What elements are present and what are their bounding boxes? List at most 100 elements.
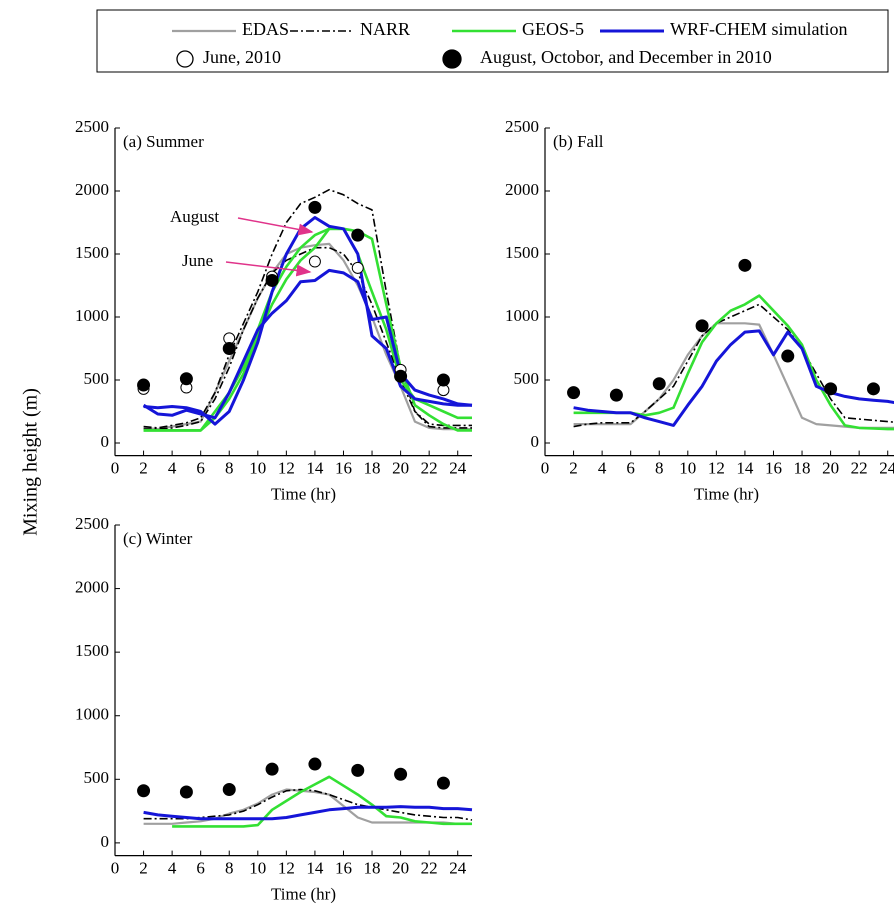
x-tick-label: 18 xyxy=(794,459,811,478)
x-tick-label: 12 xyxy=(708,459,725,478)
y-tick-label: 500 xyxy=(84,768,110,787)
x-tick-label: 14 xyxy=(306,459,324,478)
x-tick-label: 4 xyxy=(168,859,177,878)
x-tick-label: 8 xyxy=(225,459,234,478)
data-point xyxy=(781,349,795,363)
x-tick-label: 10 xyxy=(679,459,696,478)
data-point xyxy=(738,258,752,272)
x-tick-label: 4 xyxy=(168,459,177,478)
y-tick-label: 2000 xyxy=(505,180,539,199)
y-tick-label: 0 xyxy=(531,432,540,451)
y-tick-label: 1000 xyxy=(505,306,539,325)
x-tick-label: 12 xyxy=(278,859,295,878)
data-point xyxy=(824,382,838,396)
y-tick-label: 2500 xyxy=(75,514,109,533)
x-tick-label: 6 xyxy=(626,459,635,478)
data-point xyxy=(222,342,236,355)
series-line xyxy=(573,303,894,428)
y-tick-label: 2000 xyxy=(75,577,109,596)
data-point xyxy=(351,228,365,242)
data-point xyxy=(308,255,321,268)
y-tick-label: 2500 xyxy=(505,117,539,136)
x-tick-label: 18 xyxy=(364,459,381,478)
x-axis-label: Time (hr) xyxy=(694,485,759,504)
x-axis-label: Time (hr) xyxy=(271,485,336,504)
data-point xyxy=(436,776,450,790)
x-tick-label: 16 xyxy=(335,459,352,478)
x-tick-label: 0 xyxy=(541,459,550,478)
x-tick-label: 6 xyxy=(196,859,205,878)
data-point xyxy=(351,261,364,274)
x-tick-label: 12 xyxy=(278,459,295,478)
annotation: August xyxy=(170,207,219,226)
x-tick-label: 8 xyxy=(655,459,664,478)
x-tick-label: 2 xyxy=(139,459,148,478)
legend-label: GEOS-5 xyxy=(522,19,584,39)
x-tick-label: 16 xyxy=(335,859,352,878)
x-tick-label: 20 xyxy=(392,859,409,878)
x-tick-label: 24 xyxy=(449,459,467,478)
legend-label: August, Octobor, and December in 2010 xyxy=(480,47,772,67)
series-line xyxy=(143,246,472,430)
data-point xyxy=(436,373,450,387)
data-point xyxy=(179,372,193,386)
legend-marker xyxy=(176,50,194,68)
y-axis-label: Mixing height (m) xyxy=(20,388,42,536)
data-point xyxy=(265,273,279,287)
data-point xyxy=(866,382,880,396)
series-line xyxy=(143,805,473,821)
data-point xyxy=(137,378,151,392)
annotation-arrow xyxy=(225,261,312,277)
x-tick-label: 16 xyxy=(765,459,782,478)
y-tick-label: 500 xyxy=(84,369,110,388)
x-tick-label: 22 xyxy=(421,859,438,878)
series-line xyxy=(573,329,894,427)
data-point xyxy=(179,785,193,799)
data-point xyxy=(609,388,623,402)
y-tick-label: 1000 xyxy=(75,705,109,724)
panel-title: (a) Summer xyxy=(123,132,204,151)
data-point xyxy=(695,319,709,333)
annotation: June xyxy=(182,251,213,270)
data-point xyxy=(308,757,322,771)
panel-title: (c) Winter xyxy=(123,529,193,548)
x-tick-label: 22 xyxy=(851,459,868,478)
y-tick-label: 1000 xyxy=(75,306,109,325)
x-tick-label: 22 xyxy=(421,459,438,478)
y-tick-label: 1500 xyxy=(75,243,109,262)
y-tick-label: 2000 xyxy=(75,180,109,199)
data-point xyxy=(308,200,322,214)
y-tick-label: 0 xyxy=(101,432,110,451)
x-tick-label: 10 xyxy=(249,859,266,878)
series-line xyxy=(143,216,472,426)
data-point xyxy=(394,767,408,781)
legend-label: June, 2010 xyxy=(203,47,281,67)
legend-label: WRF-CHEM simulation xyxy=(670,19,848,39)
y-tick-label: 0 xyxy=(101,832,110,851)
panel-title: (b) Fall xyxy=(553,132,604,151)
data-point xyxy=(351,763,365,777)
x-tick-label: 10 xyxy=(249,459,266,478)
x-tick-label: 24 xyxy=(449,859,467,878)
x-tick-label: 4 xyxy=(598,459,607,478)
legend-box xyxy=(96,9,889,73)
x-tick-label: 8 xyxy=(225,859,234,878)
x-tick-label: 2 xyxy=(569,459,578,478)
y-tick-label: 500 xyxy=(514,369,540,388)
legend-marker xyxy=(442,49,462,69)
y-tick-label: 1500 xyxy=(75,641,109,660)
series-line xyxy=(143,188,472,429)
data-point xyxy=(265,762,279,776)
x-tick-label: 24 xyxy=(879,459,894,478)
y-tick-label: 2500 xyxy=(75,117,109,136)
data-point xyxy=(222,782,236,796)
x-axis-label: Time (hr) xyxy=(271,885,336,904)
x-tick-label: 0 xyxy=(111,859,120,878)
series-line xyxy=(142,268,473,420)
y-tick-label: 1500 xyxy=(505,243,539,262)
series-line xyxy=(172,775,472,828)
x-tick-label: 20 xyxy=(392,459,409,478)
legend-label: NARR xyxy=(360,19,410,39)
data-point xyxy=(137,784,151,798)
series-line xyxy=(143,788,473,821)
